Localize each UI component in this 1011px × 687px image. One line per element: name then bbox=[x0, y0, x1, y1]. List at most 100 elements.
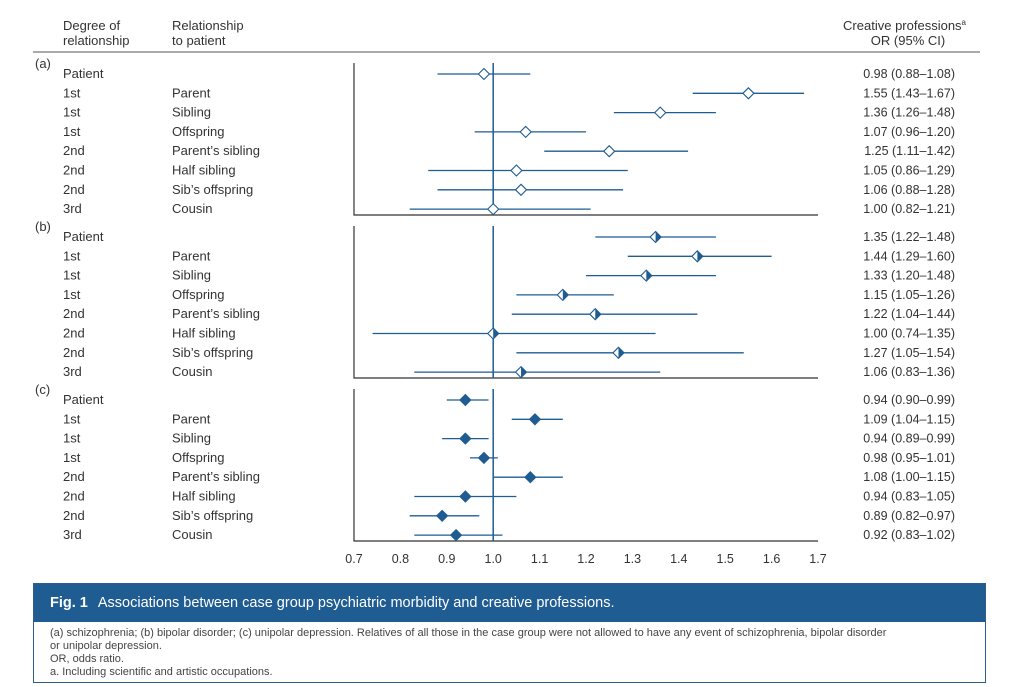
forest-row: 2nd Parent’s sibling 1.22 (1.04–1.44) bbox=[63, 306, 955, 321]
x-tick-label: 0.7 bbox=[345, 552, 362, 566]
forest-row: 3rd Cousin 1.00 (0.82–1.21) bbox=[63, 201, 955, 216]
row-or-ci: 1.00 (0.74–1.35) bbox=[863, 327, 955, 341]
caption-note-3: OR, odds ratio. bbox=[50, 653, 124, 665]
or-marker bbox=[435, 509, 449, 523]
forest-row: 1st Parent 1.09 (1.04–1.15) bbox=[63, 411, 955, 426]
x-tick-label: 0.9 bbox=[438, 552, 455, 566]
row-or-ci: 1.07 (0.96–1.20) bbox=[863, 125, 955, 139]
row-relationship: Parent bbox=[172, 411, 211, 426]
panel-b: (b) Patient 1.35 (1.22–1.48) 1st Parent 1.44 … bbox=[35, 219, 955, 379]
row-relationship: Offspring bbox=[172, 450, 225, 465]
or-marker-fill bbox=[618, 347, 624, 359]
row-degree: 1st bbox=[63, 431, 81, 446]
or-marker-fill bbox=[562, 289, 569, 301]
forest-row: 1st Sibling 1.36 (1.26–1.48) bbox=[63, 105, 955, 120]
x-tick-label: 1.2 bbox=[577, 552, 594, 566]
row-or-ci: 0.98 (0.88–1.08) bbox=[863, 67, 955, 81]
row-or-ci: 1.15 (1.05–1.26) bbox=[863, 288, 955, 302]
row-degree: 2nd bbox=[63, 163, 85, 178]
or-marker bbox=[459, 432, 472, 445]
row-or-ci: 1.05 (0.86–1.29) bbox=[863, 164, 955, 178]
row-relationship: Offspring bbox=[172, 124, 225, 139]
row-relationship: Offspring bbox=[172, 287, 225, 302]
header-or-line2: OR (95% CI) bbox=[871, 33, 945, 48]
panel-a: (a) Patient 0.98 (0.88–1.08) 1st Parent 1.55 … bbox=[35, 56, 955, 216]
header-or-superscript: a bbox=[962, 18, 967, 27]
or-marker bbox=[449, 528, 463, 542]
row-or-ci: 0.94 (0.89–0.99) bbox=[863, 432, 955, 446]
forest-row: 2nd Sib’s offspring 1.27 (1.05–1.54) bbox=[63, 345, 955, 360]
row-degree: 2nd bbox=[63, 489, 85, 504]
row-degree: 2nd bbox=[63, 345, 85, 360]
row-or-ci: 1.27 (1.05–1.54) bbox=[863, 346, 955, 360]
row-degree: 1st bbox=[63, 411, 81, 426]
or-marker-fill bbox=[655, 231, 662, 243]
row-relationship: Half sibling bbox=[172, 163, 236, 178]
panel-label: (a) bbox=[35, 56, 51, 71]
x-tick-label: 1.1 bbox=[531, 552, 548, 566]
caption-fig-label: Fig. 1 bbox=[50, 595, 88, 611]
row-or-ci: 0.92 (0.83–1.02) bbox=[863, 528, 955, 542]
row-relationship: Parent’s sibling bbox=[172, 143, 260, 158]
x-tick-label: 1.3 bbox=[624, 552, 641, 566]
row-relationship: Cousin bbox=[172, 364, 212, 379]
or-marker-fill bbox=[646, 270, 652, 282]
row-or-ci: 1.00 (0.82–1.21) bbox=[863, 202, 955, 216]
row-or-ci: 0.98 (0.95–1.01) bbox=[863, 451, 955, 465]
header-or-title: Creative professions bbox=[843, 18, 962, 33]
row-relationship: Sib’s offspring bbox=[172, 508, 253, 523]
row-degree: 1st bbox=[63, 268, 81, 283]
or-marker-fill bbox=[493, 328, 499, 339]
row-or-ci: 1.35 (1.22–1.48) bbox=[863, 230, 955, 244]
or-marker bbox=[653, 106, 667, 119]
row-relationship: Half sibling bbox=[172, 489, 236, 504]
header-degree-line2: relationship bbox=[63, 33, 130, 48]
row-or-ci: 1.06 (0.83–1.36) bbox=[863, 365, 955, 379]
header-relationship-line1: Relationship bbox=[172, 18, 244, 33]
row-or-ci: 0.94 (0.90–0.99) bbox=[863, 393, 955, 407]
panel-c: (c) Patient 0.94 (0.90–0.99) 1st Parent 1.09 … bbox=[35, 382, 955, 542]
or-marker bbox=[519, 125, 532, 139]
forest-row: 1st Offspring 0.98 (0.95–1.01) bbox=[63, 450, 955, 465]
row-relationship: Cousin bbox=[172, 527, 212, 542]
row-degree: 1st bbox=[63, 105, 81, 120]
or-marker-fill bbox=[697, 250, 703, 262]
row-relationship: Sibling bbox=[172, 105, 211, 120]
forest-row: 2nd Sib’s offspring 1.06 (0.88–1.28) bbox=[63, 182, 955, 197]
row-or-ci: 1.44 (1.29–1.60) bbox=[863, 249, 955, 263]
forest-plot: Degree of relationship Relationship to p… bbox=[33, 18, 980, 566]
forest-row: 2nd Sib’s offspring 0.89 (0.82–0.97) bbox=[63, 508, 955, 523]
forest-row: 1st Offspring 1.07 (0.96–1.20) bbox=[63, 124, 955, 139]
row-or-ci: 0.89 (0.82–0.97) bbox=[863, 509, 955, 523]
header-relationship-line2: to patient bbox=[172, 33, 226, 48]
row-degree: 3rd bbox=[63, 364, 82, 379]
forest-panels: (a) Patient 0.98 (0.88–1.08) 1st Parent 1.55 … bbox=[35, 56, 955, 542]
row-or-ci: 1.36 (1.26–1.48) bbox=[863, 106, 955, 120]
row-relationship: Sib’s offspring bbox=[172, 182, 253, 197]
x-tick-label: 1.0 bbox=[485, 552, 502, 566]
row-or-ci: 1.08 (1.00–1.15) bbox=[863, 470, 955, 484]
or-marker bbox=[486, 202, 500, 216]
panel-frame bbox=[353, 226, 818, 379]
forest-row: 3rd Cousin 0.92 (0.83–1.02) bbox=[63, 527, 955, 542]
forest-row: 1st Offspring 1.15 (1.05–1.26) bbox=[63, 287, 955, 302]
row-degree: Patient bbox=[63, 229, 104, 244]
row-or-ci: 1.09 (1.04–1.15) bbox=[863, 412, 955, 426]
row-degree: 2nd bbox=[63, 182, 85, 197]
or-marker bbox=[524, 470, 537, 484]
or-marker bbox=[528, 413, 542, 426]
forest-row: Patient 0.94 (0.90–0.99) bbox=[63, 392, 955, 407]
row-degree: 2nd bbox=[63, 326, 85, 341]
forest-row: Patient 1.35 (1.22–1.48) bbox=[63, 229, 955, 244]
row-degree: 1st bbox=[63, 248, 81, 263]
or-marker bbox=[477, 451, 491, 465]
row-relationship: Half sibling bbox=[172, 326, 236, 341]
caption-notes: (a) schizophrenia; (b) bipolar disorder;… bbox=[34, 622, 985, 679]
row-relationship: Sibling bbox=[172, 268, 211, 283]
row-degree: 2nd bbox=[63, 508, 85, 523]
x-tick-label: 0.8 bbox=[392, 552, 409, 566]
row-degree: 2nd bbox=[63, 306, 85, 321]
x-axis: 0.7 0.8 0.9 1.0 1.1 1.2 1.3 1.4 1.5 1.6 1.7 bbox=[345, 552, 826, 566]
panel-label: (c) bbox=[35, 382, 50, 397]
x-tick-label: 1.5 bbox=[717, 552, 734, 566]
